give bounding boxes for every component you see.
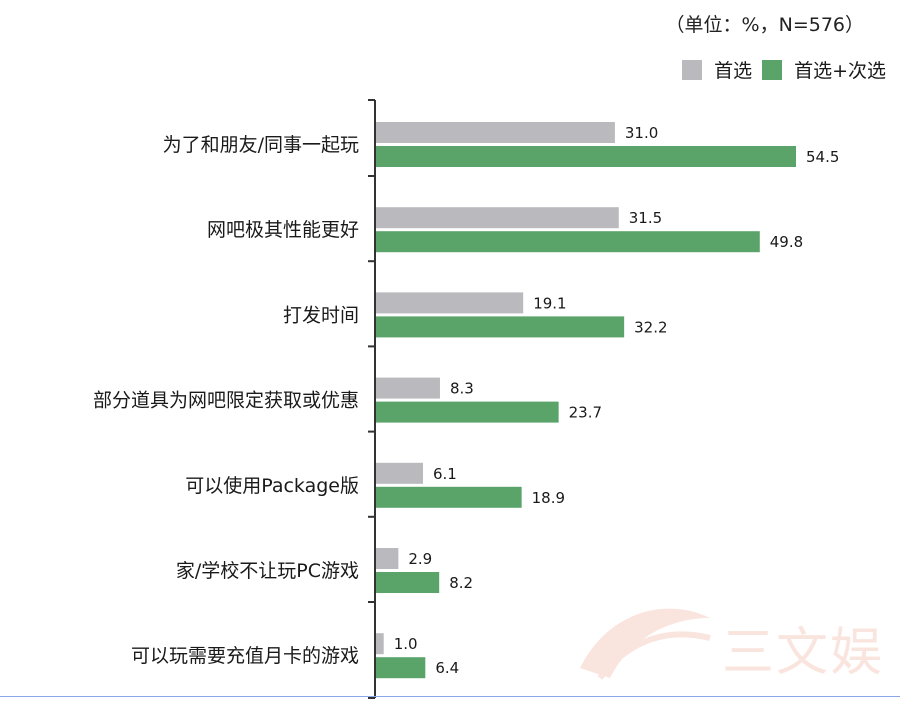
bar-first-choice [376,122,615,143]
data-label-first-second-choice: 23.7 [569,404,602,422]
category-label: 可以使用Package版 [185,475,359,497]
bar-first-second-choice [376,486,522,508]
category-label: 家/学校不让玩PC游戏 [176,560,359,582]
bar-first-choice [376,292,524,314]
bar-first-second-choice [376,146,796,167]
legend-label-first-choice: 首选 [714,60,753,82]
unit-note: （单位：%，N=576） [665,14,864,36]
data-label-first-choice: 6.1 [433,465,457,483]
data-label-first-second-choice: 6.4 [435,659,459,677]
category-label: 可以玩需要充值月卡的游戏 [131,645,359,667]
bottom-divider [0,696,900,697]
bar-first-second-choice [376,316,625,338]
bar-first-choice [376,633,384,655]
category-label: 打发时间 [283,304,359,326]
category-label: 网吧极其性能更好 [207,219,359,241]
legend-swatch-first-second-choice [762,59,783,80]
legend-item-first-second-choice: 首选+次选 [762,56,886,83]
bar-first-choice [376,377,440,399]
data-label-first-second-choice: 54.5 [806,148,839,166]
data-label-first-second-choice: 32.2 [634,318,667,336]
legend-item-first-choice: 首选 [682,56,752,83]
category-label: 为了和朋友/同事一起玩 [163,134,359,156]
data-label-first-choice: 8.3 [450,380,474,398]
data-label-first-choice: 31.5 [629,209,662,227]
bar-first-choice [376,207,619,229]
data-label-first-choice: 31.0 [625,124,658,142]
legend-swatch-first-choice [682,59,703,80]
legend-label-first-second-choice: 首选+次选 [794,60,886,82]
data-label-first-second-choice: 49.8 [770,233,803,251]
bar-first-second-choice [376,657,426,679]
legend: 首选 首选+次选 [682,56,886,83]
bar-first-second-choice [376,231,760,253]
data-label-first-second-choice: 8.2 [449,574,473,592]
category-label: 部分道具为网吧限定获取或优惠 [93,390,359,412]
bar-first-second-choice [376,572,440,593]
bar-first-choice [376,462,424,484]
bar-first-second-choice [376,401,559,423]
data-label-first-choice: 1.0 [394,635,418,653]
bar-first-choice [376,548,399,569]
data-label-first-choice: 19.1 [533,294,566,312]
data-label-first-second-choice: 18.9 [532,489,565,507]
data-label-first-choice: 2.9 [408,550,432,568]
